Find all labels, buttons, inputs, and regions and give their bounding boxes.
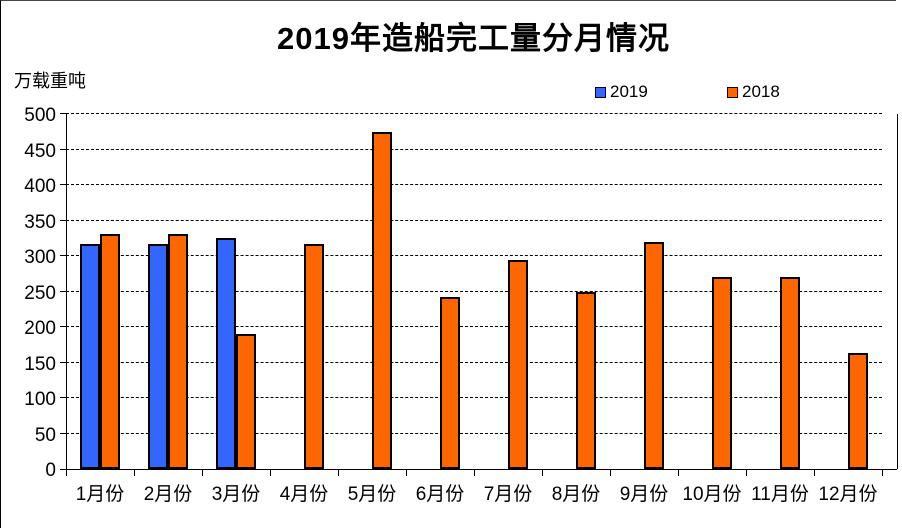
bar-2018-4月份	[304, 244, 324, 469]
bar-2018-3月份	[236, 334, 256, 469]
bar-2019-2月份	[148, 244, 168, 469]
y-tick-label-50: 50	[34, 424, 56, 446]
x-axis-tick	[678, 470, 679, 476]
legend-label-2018: 2018	[742, 82, 780, 101]
y-tick-label-250: 250	[24, 282, 56, 304]
gridline-150	[66, 361, 882, 363]
x-axis-tick	[882, 470, 883, 476]
plot-area: 0 50 100 150 200 250 300 350 400 450 500 1月份 2月份 3月份 4…	[24, 106, 898, 505]
x-tick-label-11: 11月份	[751, 484, 809, 505]
x-axis-line	[66, 469, 897, 470]
legend-item-2018: 2018	[727, 82, 780, 102]
bar-2018-5月份	[372, 132, 392, 469]
legend-swatch-2019-icon	[595, 86, 606, 98]
gridline-200	[66, 326, 882, 327]
bar-2019-3月份	[216, 238, 236, 469]
y-axis-unit-label: 万载重吨	[14, 71, 86, 91]
chart-title: 2019年造船完工量分月情况	[277, 21, 670, 56]
y-axis-tick	[60, 184, 66, 185]
x-axis-tick	[202, 470, 203, 476]
bar-2018-2月份	[168, 234, 188, 469]
y-tick-label-0: 0	[45, 460, 56, 481]
x-axis-tick	[338, 470, 339, 476]
x-axis-tick	[474, 470, 475, 476]
bar-2018-10月份	[712, 277, 732, 469]
gridline-400	[66, 184, 882, 185]
x-tick-label-1: 1月份	[75, 484, 125, 505]
bar-2018-1月份	[100, 234, 120, 469]
legend-item-2019: 2019	[595, 82, 648, 102]
gridline-100	[66, 397, 882, 398]
y-axis-tick	[60, 113, 66, 114]
bar-2018-7月份	[508, 260, 528, 469]
bar-2018-8月份	[576, 292, 596, 469]
y-tick-label-500: 500	[24, 105, 56, 126]
y-axis-tick	[60, 290, 66, 292]
gridline-50	[66, 432, 882, 434]
x-tick-label-12: 12月份	[818, 484, 878, 505]
x-tick-label-4: 4月份	[279, 484, 329, 505]
x-tick-label-9: 9月份	[619, 484, 669, 505]
bar-2019-1月份	[80, 244, 100, 469]
y-axis-tick	[60, 432, 66, 434]
x-axis-tick	[814, 470, 815, 476]
gridline-500	[66, 113, 882, 114]
y-tick-label-100: 100	[24, 389, 56, 410]
x-axis-tick	[270, 470, 271, 476]
y-axis-tick	[60, 397, 66, 398]
y-tick-label-450: 450	[24, 140, 56, 162]
x-axis-tick	[746, 470, 747, 476]
gridline-300	[66, 255, 882, 256]
x-axis-tick	[542, 470, 543, 476]
legend-swatch-2018-icon	[727, 86, 738, 98]
x-tick-label-10: 10月份	[682, 484, 742, 505]
bar-2018-12月份	[848, 353, 868, 469]
gridline-450	[66, 148, 882, 150]
x-axis-tick	[66, 470, 67, 476]
y-axis-line	[66, 114, 67, 469]
x-tick-label-3: 3月份	[211, 484, 261, 505]
legend-label-2019: 2019	[610, 82, 648, 101]
x-tick-label-5: 5月份	[347, 484, 397, 505]
y-axis-tick	[60, 326, 66, 327]
x-tick-label-8: 8月份	[551, 484, 601, 505]
y-tick-label-300: 300	[24, 247, 56, 268]
plot-right-border	[897, 114, 898, 469]
y-axis-tick	[60, 469, 66, 470]
x-axis-tick	[406, 470, 407, 476]
bar-2018-11月份	[780, 277, 800, 469]
x-tick-label-6: 6月份	[415, 484, 465, 505]
x-tick-label-2: 2月份	[143, 484, 193, 505]
y-tick-label-400: 400	[24, 176, 56, 197]
bar-2018-9月份	[644, 242, 664, 469]
x-axis-tick	[134, 470, 135, 476]
y-axis-tick	[60, 148, 66, 150]
y-tick-label-200: 200	[24, 318, 56, 339]
bar-2018-6月份	[440, 297, 460, 469]
gridline-250	[66, 290, 882, 292]
gridline-350	[66, 219, 882, 221]
y-axis-tick	[60, 219, 66, 221]
y-axis-tick	[60, 255, 66, 256]
y-tick-label-350: 350	[24, 211, 56, 233]
x-tick-label-7: 7月份	[483, 484, 533, 505]
x-axis-tick	[610, 470, 611, 476]
y-axis-tick	[60, 361, 66, 363]
y-tick-label-150: 150	[24, 353, 56, 375]
